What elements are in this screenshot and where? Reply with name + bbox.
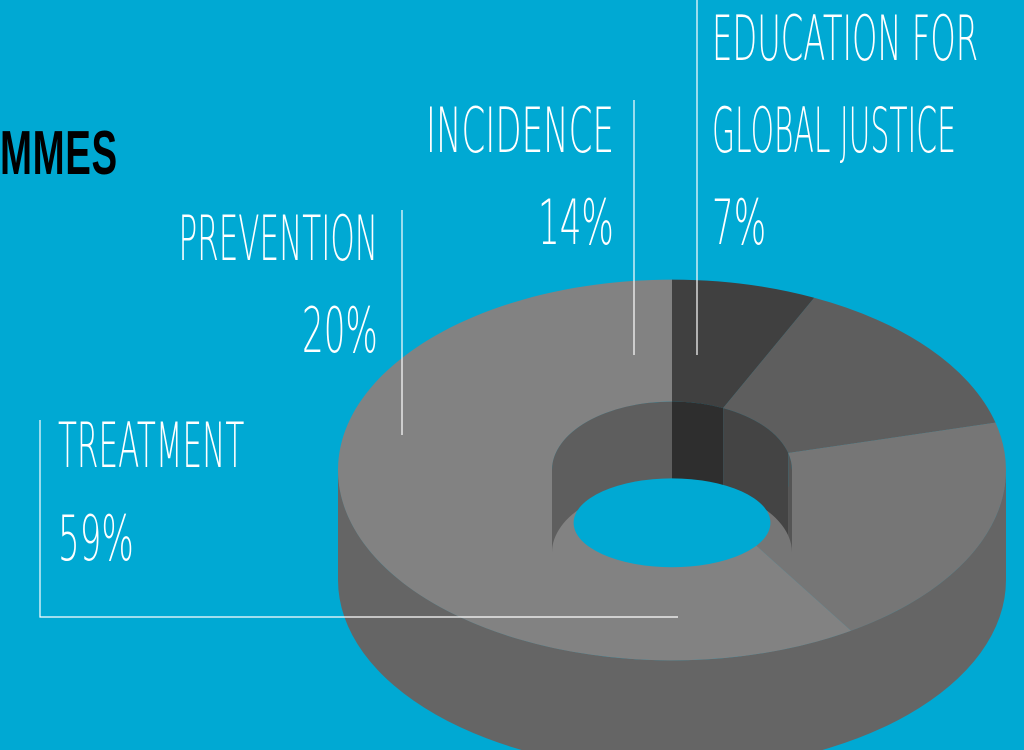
donut-hole	[573, 478, 771, 568]
slice-education-inner-wall	[672, 401, 724, 491]
slice-prevention	[736, 422, 1006, 631]
label-treatment: TREATMENT	[58, 409, 245, 482]
donut-outer-wall	[338, 470, 1006, 750]
slice-education	[672, 279, 815, 409]
slice-treatment	[338, 279, 851, 661]
slice-treatment-inner-wall	[552, 401, 672, 553]
label-prevention: PREVENTION	[178, 202, 378, 275]
label-education-line2: GLOBAL JUSTICE	[712, 94, 956, 167]
label-education-line1: EDUCATION FOR	[712, 2, 979, 75]
value-treatment: 59%	[58, 502, 134, 575]
value-prevention: 20%	[302, 294, 378, 367]
slice-incidence	[723, 297, 996, 453]
value-education: 7%	[712, 186, 767, 259]
slice-prevention-inner-wall	[788, 452, 792, 553]
slice-incidence-inner-wall	[723, 408, 789, 536]
label-incidence: INCIDENCE	[425, 94, 614, 167]
leader-treatment	[39, 420, 678, 618]
value-incidence: 14%	[538, 186, 614, 259]
chart-title: MMES	[0, 119, 118, 188]
